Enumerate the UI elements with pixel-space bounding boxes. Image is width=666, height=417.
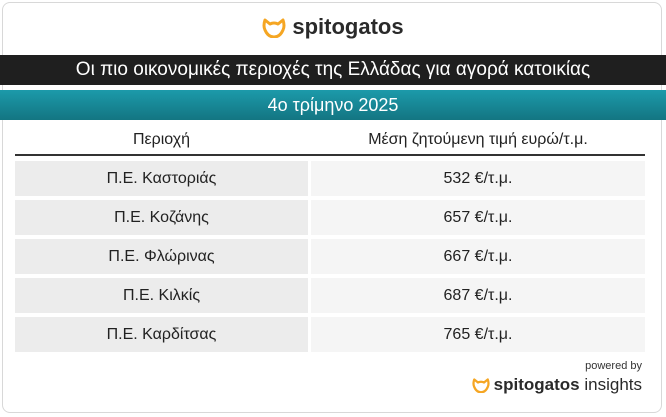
powered-by: powered by — [585, 360, 642, 372]
price-cell: 657 €/τ.μ. — [311, 200, 645, 235]
region-cell: Π.Ε. Καρδίτσας — [15, 317, 308, 352]
price-cell: 765 €/τ.μ. — [311, 317, 645, 352]
price-cell: 532 €/τ.μ. — [311, 161, 645, 196]
region-cell: Π.Ε. Καστοριάς — [15, 161, 308, 196]
price-cell: 667 €/τ.μ. — [311, 239, 645, 274]
price-cell: 687 €/τ.μ. — [311, 278, 645, 313]
header-rule — [15, 154, 645, 156]
subtitle: 4ο τρίμηνο 2025 — [0, 90, 666, 120]
region-cell: Π.Ε. Κιλκίς — [15, 278, 308, 313]
title: Οι πιο οικονομικές περιοχές της Ελλάδας … — [0, 55, 666, 85]
column-header: Μέση ζητούμενη τιμή ευρώ/τ.μ. — [368, 131, 588, 148]
region-cell: Π.Ε. Κοζάνης — [15, 200, 308, 235]
footer-logo-icon — [472, 378, 490, 394]
footer-logo: spitogatos insights — [472, 375, 642, 395]
footer-brand: spitogatos — [493, 375, 580, 394]
logo-icon — [262, 18, 286, 39]
logo-text: spitogatos — [292, 14, 404, 39]
footer-product: insights — [584, 375, 642, 394]
region-cell: Π.Ε. Φλώρινας — [15, 239, 308, 274]
logo: spitogatos — [0, 14, 666, 40]
column-header: Περιοχή — [132, 131, 191, 148]
